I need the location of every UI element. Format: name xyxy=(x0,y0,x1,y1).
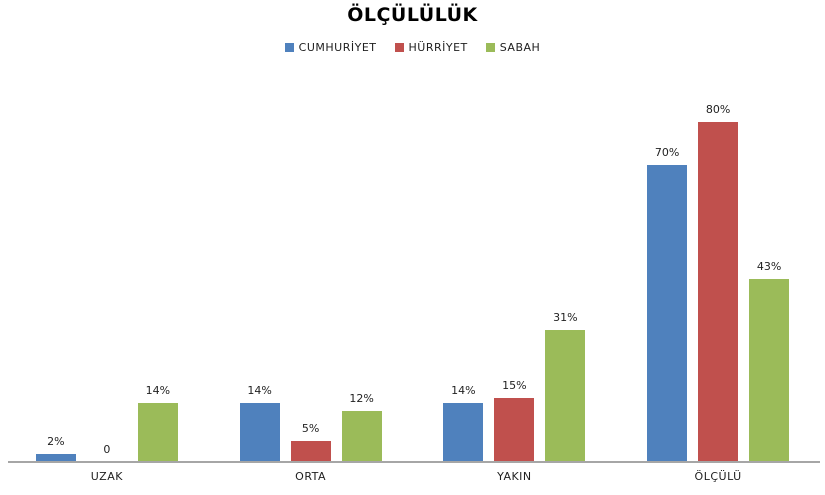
bar-rect xyxy=(290,440,331,462)
bar-value-label: 0 xyxy=(103,443,111,456)
bar-rect xyxy=(35,453,76,462)
category-label-orta: ORTA xyxy=(295,470,327,483)
bar-value-label: 14% xyxy=(247,383,272,397)
legend-item-cumhuriyet: CUMHURİYET xyxy=(284,41,377,54)
bar-value-label: 43% xyxy=(756,260,782,274)
bar-group-orta: 14% 5% 12% xyxy=(209,90,413,462)
bar-sabah-orta: 12% xyxy=(341,392,382,462)
bar-cumhuri̇yet-orta: 14% xyxy=(239,384,280,462)
bar-value-label: 14% xyxy=(145,383,171,397)
bar-rect xyxy=(341,411,382,462)
bar-sabah-uzak: 14% xyxy=(137,384,178,462)
bar-rect xyxy=(494,398,535,462)
bar-value-label: 70% xyxy=(654,145,680,159)
legend-marker-cumhuriyet xyxy=(284,43,294,52)
legend-marker-hurriyet xyxy=(394,43,404,52)
category-axis-labels: UZAK ORTA YAKIN ÖLÇÜLÜ xyxy=(5,470,820,483)
bar-rect xyxy=(239,402,280,462)
bar-sabah-yakin: 31% xyxy=(545,311,586,462)
legend-item-hurriyet: HÜRRİYET xyxy=(394,41,468,54)
bar-value-label: 12% xyxy=(349,392,374,405)
bar-value-label: 2% xyxy=(47,434,65,448)
bar-cumhuri̇yet-uzak: 2% xyxy=(35,435,76,462)
bar-rect xyxy=(647,164,688,462)
bar-hürri̇yet-yakin: 15% xyxy=(494,379,535,462)
x-axis-line xyxy=(8,461,820,463)
legend-label-sabah: SABAH xyxy=(499,41,541,54)
bar-group-yakin: 14% 15% 31% xyxy=(413,90,617,462)
bar-value-label: 15% xyxy=(502,379,527,393)
bar-group-uzak: 2% 0 14% xyxy=(5,90,209,462)
legend: CUMHURİYET HÜRRİYET SABAH xyxy=(0,41,825,54)
legend-label-hurriyet: HÜRRİYET xyxy=(408,41,468,54)
bar-cumhuri̇yet-yakin: 14% xyxy=(443,384,484,462)
bar-rect xyxy=(545,330,586,462)
bar-hürri̇yet-ölçülü: 80% xyxy=(698,103,739,462)
legend-marker-sabah xyxy=(485,43,495,52)
bar-rect xyxy=(137,402,178,462)
bar-rect xyxy=(698,122,739,462)
legend-item-sabah: SABAH xyxy=(485,41,541,54)
bar-hürri̇yet-orta: 5% xyxy=(290,422,331,462)
bar-sabah-ölçülü: 43% xyxy=(749,260,790,462)
bar-group-ölçülü: 70% 80% 43% xyxy=(616,90,820,462)
bar-rect xyxy=(443,402,484,462)
bar-value-label: 80% xyxy=(705,103,731,116)
bar-value-label: 5% xyxy=(301,421,320,435)
category-label-yakin: YAKIN xyxy=(497,470,532,483)
category-label-uzak: UZAK xyxy=(90,470,123,483)
bar-cumhuri̇yet-ölçülü: 70% xyxy=(647,146,688,462)
plot-area: 2% 0 14% 14% 5% 12% 14% 15% 31% 70% 80% 43% xyxy=(5,90,820,462)
chart-title: ÖLÇÜLÜLÜK xyxy=(347,4,478,26)
bar-value-label: 14% xyxy=(451,383,476,397)
legend-label-cumhuriyet: CUMHURİYET xyxy=(298,41,377,54)
bar-value-label: 31% xyxy=(553,311,578,325)
bar-rect xyxy=(749,279,790,462)
category-label-ölçülü: ÖLÇÜLÜ xyxy=(694,470,742,483)
